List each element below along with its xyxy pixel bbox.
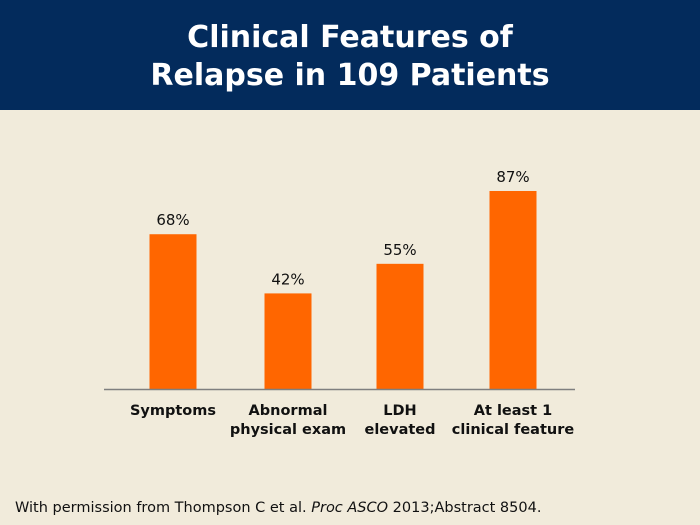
citation-suffix: 2013;Abstract 8504.: [388, 500, 542, 516]
bar: [376, 263, 424, 389]
bar: [489, 190, 537, 389]
category-label: physical exam: [230, 422, 346, 438]
title-banner: Clinical Features of Relapse in 109 Pati…: [0, 0, 700, 110]
citation-journal: Proc ASCO: [311, 500, 389, 516]
data-label: 87%: [496, 168, 529, 186]
data-label: 42%: [271, 270, 304, 288]
data-label: 55%: [383, 241, 416, 259]
slide-title-line-2: Relapse in 109 Patients: [150, 58, 550, 93]
category-label: At least 1: [474, 403, 553, 419]
category-label: LDH: [383, 403, 416, 419]
slide-title-line-1: Clinical Features of: [187, 20, 513, 55]
data-label: 68%: [156, 211, 189, 229]
category-label: Abnormal: [249, 403, 328, 419]
bar-chart: 68% Symptoms 42% Abnormal physical exam 55% LD…: [104, 168, 575, 438]
category-label: elevated: [364, 422, 435, 438]
citation-prefix: With permission from Thompson C et al.: [15, 500, 312, 516]
citation: With permission from Thompson C et al. P…: [15, 500, 541, 516]
category-label: clinical feature: [452, 422, 575, 438]
category-label: Symptoms: [130, 403, 216, 419]
bar: [264, 293, 312, 389]
bar: [149, 234, 197, 389]
